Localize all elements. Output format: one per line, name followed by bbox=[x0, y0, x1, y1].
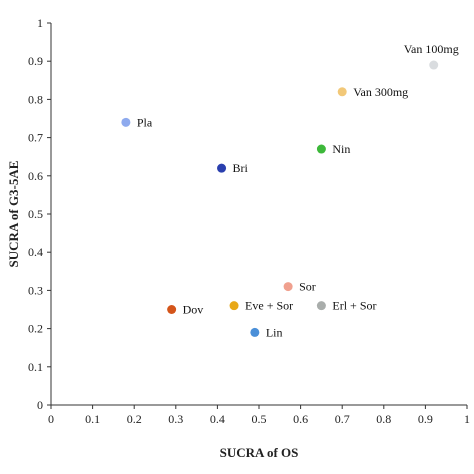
point-label: Erl + Sor bbox=[332, 299, 376, 313]
x-tick-label: 0.1 bbox=[85, 412, 100, 426]
y-tick-label: 0.1 bbox=[28, 360, 43, 374]
point-label: Pla bbox=[137, 115, 153, 129]
x-tick-label: 0.6 bbox=[293, 412, 308, 426]
x-tick-label: 0.2 bbox=[127, 412, 142, 426]
y-tick-label: 0.3 bbox=[28, 283, 43, 297]
point-label: Nin bbox=[332, 142, 350, 156]
point-label: Van 100mg bbox=[404, 42, 459, 56]
y-axis-title: SUCRA of G3-5AE bbox=[6, 161, 21, 268]
data-point bbox=[429, 60, 439, 70]
y-tick-label: 0.9 bbox=[28, 54, 43, 68]
x-tick-label: 0.9 bbox=[418, 412, 433, 426]
point-label: Dov bbox=[183, 303, 204, 317]
x-tick-label: 0.5 bbox=[252, 412, 267, 426]
data-point bbox=[316, 301, 326, 311]
data-point bbox=[250, 327, 260, 337]
axes bbox=[50, 23, 467, 406]
x-tick-label: 0 bbox=[48, 412, 54, 426]
x-tick-label: 1 bbox=[464, 412, 470, 426]
y-tick-label: 0.2 bbox=[28, 322, 43, 336]
point-label: Bri bbox=[233, 161, 249, 175]
x-tick-label: 0.8 bbox=[376, 412, 391, 426]
point-label: Van 300mg bbox=[353, 85, 408, 99]
data-point bbox=[217, 163, 227, 173]
y-tick-label: 0 bbox=[37, 398, 43, 412]
data-points bbox=[121, 60, 439, 337]
data-point bbox=[229, 301, 239, 311]
data-point bbox=[337, 87, 347, 97]
x-ticks: 0 0.1 0.2 0.3 0.4 0.5 0.6 0.7 0.8 0.9 1 bbox=[48, 405, 470, 426]
x-tick-label: 0.7 bbox=[335, 412, 350, 426]
point-label: Lin bbox=[266, 325, 283, 339]
point-label: Eve + Sor bbox=[245, 299, 293, 313]
point-labels: Van 100mg Van 300mg Pla Nin Bri Sor Dov Eve + S… bbox=[137, 42, 459, 339]
y-tick-label: 0.8 bbox=[28, 92, 43, 106]
x-tick-label: 0.4 bbox=[210, 412, 225, 426]
y-tick-label: 0.4 bbox=[28, 245, 43, 259]
data-point bbox=[316, 144, 326, 154]
y-tick-label: 0.7 bbox=[28, 131, 43, 145]
y-tick-label: 0.6 bbox=[28, 169, 43, 183]
data-point bbox=[121, 117, 131, 127]
x-tick-label: 0.3 bbox=[168, 412, 183, 426]
point-label: Sor bbox=[299, 280, 316, 294]
data-point bbox=[283, 282, 293, 292]
y-tick-label: 1 bbox=[37, 16, 43, 30]
y-tick-label: 0.5 bbox=[28, 207, 43, 221]
data-point bbox=[167, 305, 177, 314]
x-axis-title: SUCRA of OS bbox=[220, 445, 299, 460]
y-ticks: 0 0.1 0.2 0.3 0.4 0.5 0.6 0.7 0.8 0.9 1 bbox=[28, 16, 51, 412]
